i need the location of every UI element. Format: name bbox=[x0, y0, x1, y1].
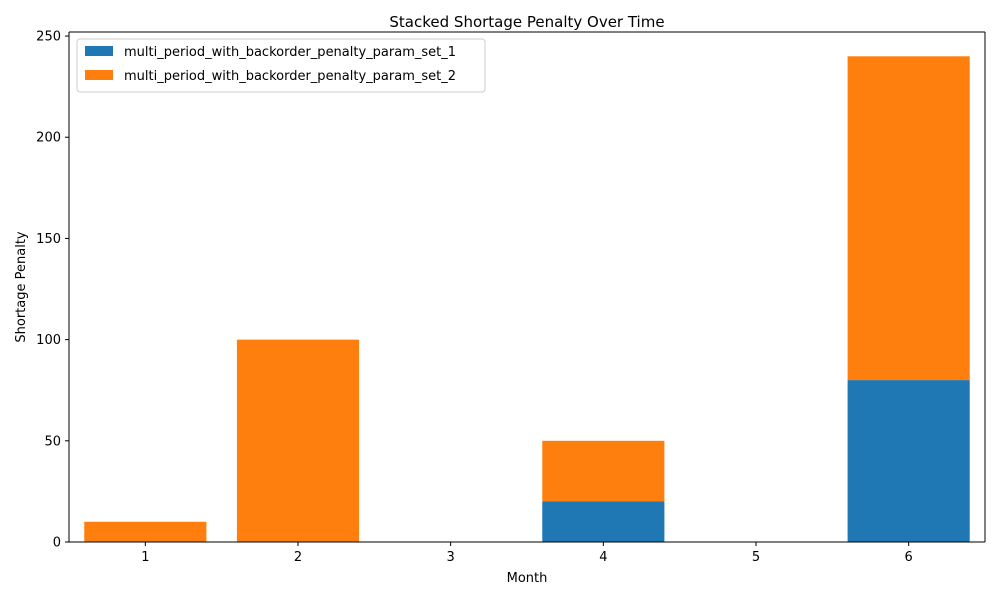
bar-series-1-month-4 bbox=[542, 501, 665, 542]
bar-series-2-month-2 bbox=[236, 339, 360, 542]
legend-box bbox=[76, 38, 486, 93]
y-tick-label: 100 bbox=[36, 333, 61, 348]
bar-series-2-month-4 bbox=[542, 440, 665, 502]
bar-series-1-month-6 bbox=[847, 380, 970, 542]
legend-swatch-series-1 bbox=[85, 46, 113, 56]
chart-title: Stacked Shortage Penalty Over Time bbox=[389, 13, 664, 31]
y-tick-label: 0 bbox=[53, 536, 61, 551]
y-axis-title: Shortage Penalty bbox=[14, 231, 29, 343]
y-tick-label: 50 bbox=[44, 434, 61, 449]
x-tick-label: 5 bbox=[752, 550, 760, 565]
bar-series-2-month-1 bbox=[84, 521, 207, 542]
x-tick-label: 3 bbox=[447, 550, 455, 565]
x-tick-label: 2 bbox=[294, 550, 302, 565]
plot-area bbox=[69, 32, 985, 542]
y-ticks-layer: 0 50 100 150 200 250 bbox=[36, 30, 69, 551]
x-tick-label: 4 bbox=[599, 550, 607, 565]
legend-label-series-1: multi_period_with_backorder_penalty_para… bbox=[124, 45, 456, 60]
legend-swatch-series-2 bbox=[85, 70, 113, 80]
y-tick-label: 150 bbox=[36, 232, 61, 247]
x-tick-label: 6 bbox=[905, 550, 913, 565]
legend: multi_period_with_backorder_penalty_para… bbox=[76, 38, 486, 93]
x-ticks-layer: 1 2 3 4 5 6 bbox=[141, 542, 913, 565]
legend-label-series-2: multi_period_with_backorder_penalty_para… bbox=[124, 69, 456, 84]
y-tick-label: 200 bbox=[36, 131, 61, 146]
y-tick-label: 250 bbox=[36, 30, 61, 45]
plot-frame bbox=[68, 31, 986, 543]
bars-layer bbox=[84, 56, 970, 542]
x-tick-label: 1 bbox=[141, 550, 149, 565]
x-axis-title: Month bbox=[507, 571, 548, 586]
bar-series-2-month-6 bbox=[847, 56, 970, 381]
